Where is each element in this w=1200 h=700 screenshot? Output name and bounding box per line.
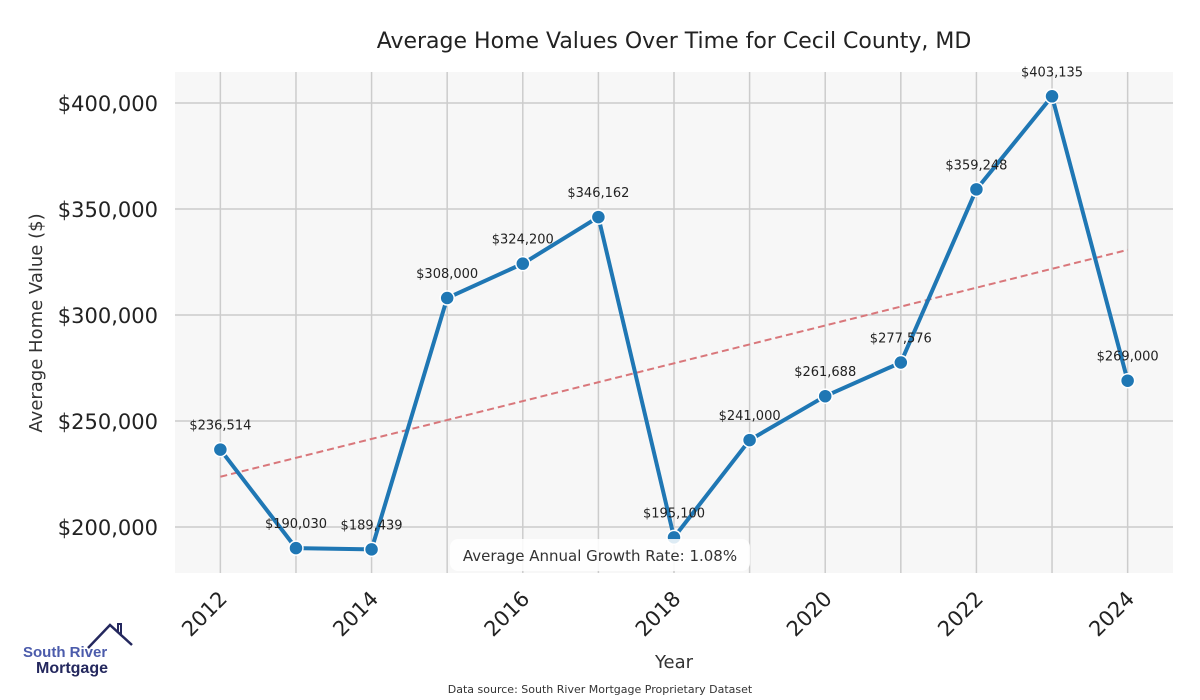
data-label: $241,000 <box>719 409 781 424</box>
data-point <box>363 541 380 558</box>
south-river-mortgage-logo: South River Mortgage <box>20 620 120 680</box>
data-source-footer: Data source: South River Mortgage Propri… <box>448 683 753 696</box>
data-label: $359,248 <box>945 158 1007 173</box>
annotation-box <box>450 539 750 571</box>
x-tick-label: 2022 <box>933 587 988 642</box>
trend-line <box>220 248 1128 478</box>
data-label: $261,688 <box>794 365 856 380</box>
data-label: $269,000 <box>1097 350 1159 365</box>
y-tick-label: $400,000 <box>58 92 158 116</box>
data-label: $403,135 <box>1021 65 1083 80</box>
x-axis-label: Year <box>654 652 694 673</box>
data-point <box>288 540 304 556</box>
x-tick-label: 2020 <box>782 587 837 642</box>
x-tick-label: 2014 <box>328 587 383 642</box>
chart-title: Average Home Values Over Time for Cecil … <box>377 29 972 54</box>
data-point <box>515 255 531 272</box>
growth-rate-annotation: Average Annual Growth Rate: 1.08% <box>463 547 737 565</box>
data-label: $195,100 <box>643 506 705 521</box>
logo-house-icon <box>87 623 133 649</box>
y-tick-label: $250,000 <box>58 410 158 434</box>
y-tick-label: $200,000 <box>58 516 158 540</box>
data-point <box>590 209 607 225</box>
data-point <box>439 290 455 306</box>
data-point <box>1044 88 1060 105</box>
y-axis-label: Average Home Value ($) <box>26 213 47 432</box>
y-tick-label: $350,000 <box>58 198 158 222</box>
data-label: $236,514 <box>189 419 251 434</box>
x-tick-label: 2018 <box>631 587 686 642</box>
data-point <box>741 432 758 448</box>
y-tick-label: $300,000 <box>58 304 158 328</box>
data-label: $346,162 <box>567 186 629 201</box>
data-point <box>817 388 833 404</box>
data-point <box>968 181 985 198</box>
x-tick-label: 2024 <box>1084 587 1139 642</box>
logo-line1: South River <box>23 644 108 661</box>
data-label: $190,030 <box>265 517 327 532</box>
x-tick-label: 2012 <box>177 587 232 642</box>
data-label: $324,200 <box>492 233 554 248</box>
logo-line2: Mortgage <box>36 660 108 677</box>
data-label: $308,000 <box>416 267 478 282</box>
data-label: $277,576 <box>870 332 932 347</box>
data-label: $189,439 <box>341 518 403 533</box>
x-tick-label: 2016 <box>480 587 535 642</box>
data-point <box>212 441 229 458</box>
data-point <box>893 354 909 371</box>
data-point <box>1119 372 1136 389</box>
